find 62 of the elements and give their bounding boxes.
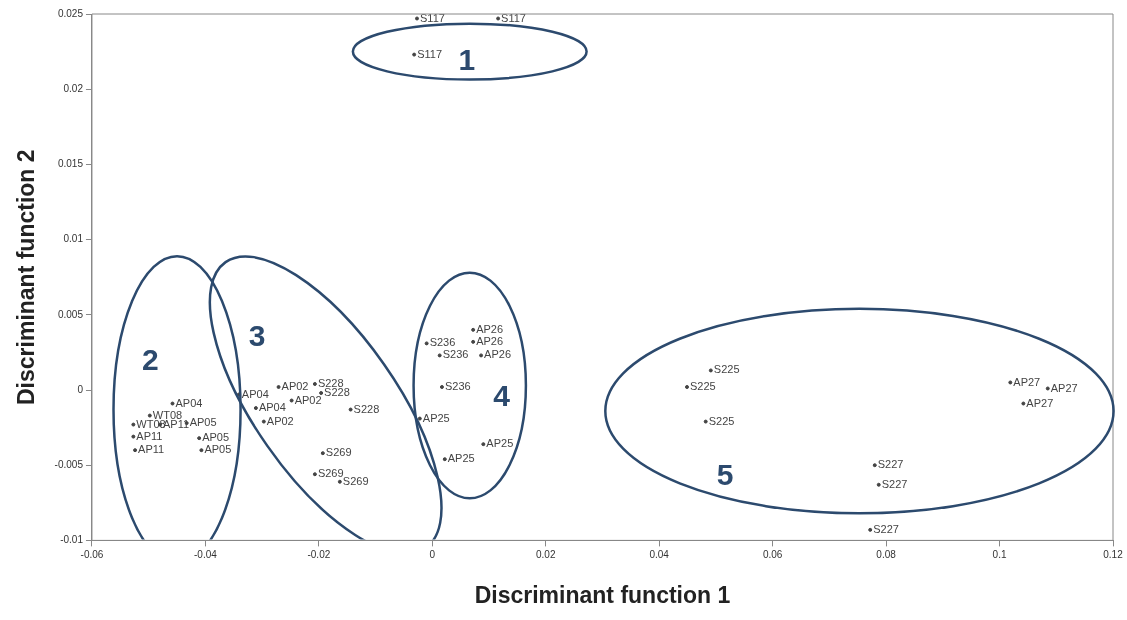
x-tick-label: 0.06 bbox=[762, 549, 783, 561]
data-label: AP27 bbox=[1013, 375, 1041, 388]
annotation: 4 bbox=[493, 378, 511, 412]
data-label: S227 bbox=[873, 522, 899, 535]
data-label: AP26 bbox=[476, 334, 504, 347]
data-label: S269 bbox=[325, 446, 352, 459]
x-tick-label: 0.04 bbox=[649, 549, 670, 561]
data-label: S228 bbox=[353, 402, 380, 415]
y-tick-label: 0.02 bbox=[63, 82, 84, 94]
y-tick-label: 0.025 bbox=[57, 7, 84, 19]
data-label: AP26 bbox=[484, 348, 512, 361]
data-label: S269 bbox=[317, 467, 344, 480]
x-tick-label: 0.12 bbox=[1103, 549, 1124, 561]
data-label: AP05 bbox=[204, 443, 232, 456]
data-label: AP04 bbox=[258, 401, 286, 414]
annotation: 1 bbox=[458, 43, 476, 77]
data-label: AP02 bbox=[266, 414, 294, 427]
data-label: AP04 bbox=[175, 396, 203, 409]
data-label: S236 bbox=[442, 348, 469, 361]
x-tick-label: -0.04 bbox=[194, 549, 218, 561]
data-label: S225 bbox=[690, 380, 716, 393]
annotation: 3 bbox=[248, 318, 266, 352]
data-label: S236 bbox=[429, 336, 456, 349]
data-label: AP25 bbox=[422, 411, 450, 424]
data-label: AP05 bbox=[202, 431, 230, 444]
data-label: AP25 bbox=[486, 437, 514, 450]
data-label: S225 bbox=[713, 363, 740, 376]
y-tick-label: 0.005 bbox=[57, 308, 84, 320]
annotation: 5 bbox=[716, 458, 734, 492]
data-label: AP11 bbox=[138, 443, 165, 456]
data-label: AP27 bbox=[1026, 396, 1054, 409]
data-label: S225 bbox=[708, 414, 735, 427]
x-tick-label: 0 bbox=[429, 549, 436, 561]
y-tick-label: -0.005 bbox=[54, 458, 84, 470]
annotation: 2 bbox=[142, 342, 159, 376]
y-tick-label: 0 bbox=[77, 383, 84, 395]
data-label: S117 bbox=[417, 47, 443, 60]
x-tick-label: 0.02 bbox=[536, 549, 556, 561]
data-label: S117 bbox=[501, 11, 526, 24]
data-label: S269 bbox=[342, 474, 369, 487]
x-tick-label: -0.02 bbox=[307, 549, 331, 561]
data-label: AP26 bbox=[476, 322, 504, 335]
x-tick-label: -0.06 bbox=[80, 549, 104, 561]
data-label: WT08 bbox=[152, 408, 183, 421]
data-label: AP27 bbox=[1050, 381, 1078, 394]
y-tick-label: 0.015 bbox=[57, 158, 84, 170]
x-axis-title: Discriminant function 1 bbox=[474, 581, 731, 608]
y-tick-label: -0.01 bbox=[60, 534, 84, 546]
x-tick-label: 0.08 bbox=[876, 549, 897, 561]
data-label: AP04 bbox=[241, 387, 269, 400]
data-label: S227 bbox=[881, 477, 908, 490]
y-axis-title: Discriminant function 2 bbox=[13, 149, 40, 405]
data-label: S236 bbox=[444, 380, 471, 393]
x-tick-label: 0.1 bbox=[992, 549, 1007, 561]
y-tick-label: 0.01 bbox=[63, 233, 84, 245]
data-label: AP05 bbox=[189, 416, 217, 429]
data-label: AP02 bbox=[281, 380, 309, 393]
data-label: S227 bbox=[877, 458, 904, 471]
data-label: AP11 bbox=[136, 429, 163, 442]
data-label: AP25 bbox=[447, 452, 475, 465]
data-label: AP02 bbox=[294, 393, 322, 406]
data-label: S117 bbox=[419, 11, 445, 24]
